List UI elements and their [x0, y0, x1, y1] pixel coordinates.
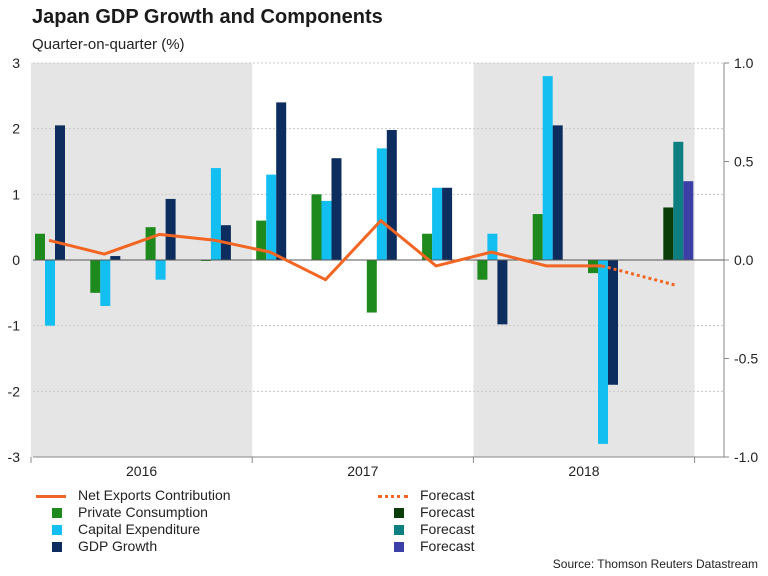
legend-label: Forecast: [420, 538, 475, 554]
legend-label: Private Consumption: [78, 504, 208, 520]
legend-label: Forecast: [420, 521, 475, 537]
bar-capital-expenditure: [487, 233, 498, 260]
bar-private-consumption: [422, 233, 433, 260]
x-tick-label: 2017: [347, 463, 378, 479]
bar-capital-expenditure: [210, 168, 221, 260]
line-net-exports: [48, 219, 602, 282]
bar-private-consumption: [532, 214, 543, 260]
chart-svg: 3 2 1 0 -1 -2 -3 1.0 0.5 0.0 -0.5 -1.0 2016 2017 2018: [8, 55, 759, 479]
y-right-tick-label: 0.0: [734, 252, 754, 268]
y-right-tick-label: -1.0: [734, 449, 758, 465]
bar-private-consumption: [90, 260, 101, 293]
legend-swatch-forecast-capex: [394, 525, 404, 535]
bar-gdp-growth: [331, 158, 342, 260]
y-left-tick-label: 1: [12, 186, 20, 202]
legend-swatch-private-consumption: [52, 508, 62, 518]
bar-gdp-growth: [497, 260, 508, 325]
bar-private-consumption: [477, 260, 488, 280]
y-left-tick-label: -1: [8, 318, 21, 334]
bar-private-consumption: [256, 220, 267, 260]
bar-capital-expenditure: [542, 76, 553, 260]
bar-capital-expenditure: [321, 200, 332, 260]
bar-capital-expenditure: [432, 187, 443, 260]
legend-line-net-exports: [36, 495, 66, 498]
bar-forecast-private-consumption: [663, 207, 674, 260]
bar-capital-expenditure: [100, 260, 111, 306]
bar-gdp-growth: [608, 260, 618, 385]
legend-label: Net Exports Contribution: [78, 487, 231, 503]
x-tick-label: 2016: [126, 463, 157, 479]
y-left-tick-label: 0: [12, 252, 20, 268]
legend-label: GDP Growth: [78, 538, 158, 554]
bar-private-consumption: [35, 233, 45, 260]
bar-capital-expenditure: [376, 148, 387, 260]
y-left-tick-label: -2: [8, 383, 21, 399]
bar-capital-expenditure: [45, 260, 55, 326]
chart-subtitle: Quarter-on-quarter (%): [32, 36, 185, 53]
legend-label: Capital Expenditure: [78, 521, 201, 537]
bar-capital-expenditure: [155, 260, 166, 280]
legend-label: Forecast: [420, 504, 475, 520]
source-note: Source: Thomson Reuters Datastream: [552, 557, 758, 571]
bar-gdp-growth: [386, 129, 397, 260]
legend-swatch-capital-expenditure: [52, 525, 62, 535]
bar-gdp-growth: [442, 187, 453, 260]
line-net-exports-forecast: [601, 264, 678, 288]
legend-label: Forecast: [420, 487, 475, 503]
bar-gdp-growth: [276, 102, 287, 261]
legend-swatch-forecast-pc: [394, 508, 404, 518]
bar-capital-expenditure: [266, 174, 277, 260]
bar-private-consumption: [366, 260, 377, 313]
bar-gdp-growth: [165, 198, 176, 260]
y-right-tick-label: 0.5: [734, 154, 754, 170]
legend-dotted-forecast: [378, 495, 408, 498]
legend-swatch-forecast-gdp: [394, 542, 404, 552]
legend-swatch-gdp-growth: [52, 542, 62, 552]
chart-title: Japan GDP Growth and Components: [32, 6, 383, 28]
bar-capital-expenditure: [598, 260, 608, 444]
y-right-tick-label: -0.5: [734, 351, 758, 367]
y-right-tick-label: 1.0: [734, 55, 754, 71]
bar-gdp-growth: [110, 256, 121, 260]
y-left-tick-label: -3: [8, 449, 21, 465]
bar-private-consumption: [311, 194, 322, 260]
bar-forecast-gdp-growth: [683, 181, 694, 260]
y-left-tick-label: 2: [12, 121, 20, 137]
x-tick-label: 2018: [568, 463, 599, 479]
bar-private-consumption: [145, 227, 156, 260]
y-left-tick-label: 3: [12, 55, 20, 71]
bar-gdp-growth: [552, 125, 563, 260]
bar-forecast-capital-expenditure: [673, 141, 684, 260]
bar-gdp-growth: [55, 125, 65, 260]
